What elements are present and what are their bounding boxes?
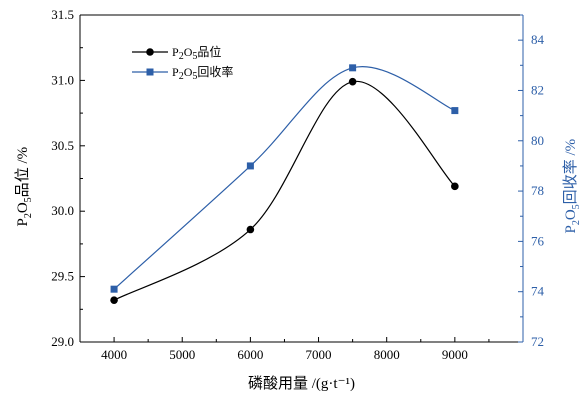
data-point-grade: [246, 225, 255, 234]
series-line-0: [113, 81, 456, 301]
series-line-1: [113, 65, 456, 290]
data-point-recovery: [246, 162, 254, 170]
right-y-tick-label: 80: [531, 133, 544, 148]
left-y-tick-label: 30.0: [51, 203, 74, 218]
legend: P2O5品位 P2O5回收率: [132, 44, 233, 82]
right-y-tick-label: 74: [531, 284, 545, 299]
left-y-tick-label: 29.5: [51, 269, 74, 284]
left-y-axis-title: P2O5品位 /%: [14, 147, 34, 227]
legend-label-0: P2O5品位: [172, 44, 221, 62]
x-tick-label: 9000: [442, 347, 468, 362]
right-y-tick-label: 82: [531, 82, 544, 97]
x-axis-title: 磷酸用量 /(g·t⁻¹): [248, 375, 355, 392]
right-y-tick-label: 78: [531, 183, 544, 198]
series-layer: [110, 64, 459, 304]
right-y-tick-label: 76: [531, 233, 545, 248]
data-point-grade: [451, 182, 459, 191]
right-y-axis-title: P2O5回收率 /%: [562, 139, 581, 234]
x-tick-label: 6000: [237, 347, 263, 362]
x-tick-label: 4000: [101, 347, 127, 362]
legend-marker-recovery: [146, 68, 154, 76]
data-point-recovery: [451, 107, 459, 115]
left-y-tick-label: 31.5: [51, 7, 74, 22]
data-point-grade: [110, 296, 118, 304]
x-tick-label: 5000: [169, 347, 195, 362]
legend-marker-grade: [146, 48, 154, 56]
axes: 4000 5000 6000 7000 8000 9000 29.0 29.5 30.0 30.5…: [14, 7, 581, 362]
x-tick-label: 7000: [306, 347, 332, 362]
left-y-tick-label: 30.5: [51, 138, 74, 153]
data-point-grade: [348, 77, 357, 86]
left-y-tick-label: 31.0: [51, 72, 74, 87]
left-y-tick-label: 29.0: [51, 334, 74, 349]
data-point-recovery: [110, 285, 118, 293]
data-point-recovery: [349, 64, 357, 72]
x-tick-label: 8000: [374, 347, 400, 362]
legend-label-1: P2O5回收率: [172, 64, 233, 82]
right-y-tick-label: 72: [531, 334, 544, 349]
right-y-tick-label: 84: [531, 32, 545, 47]
